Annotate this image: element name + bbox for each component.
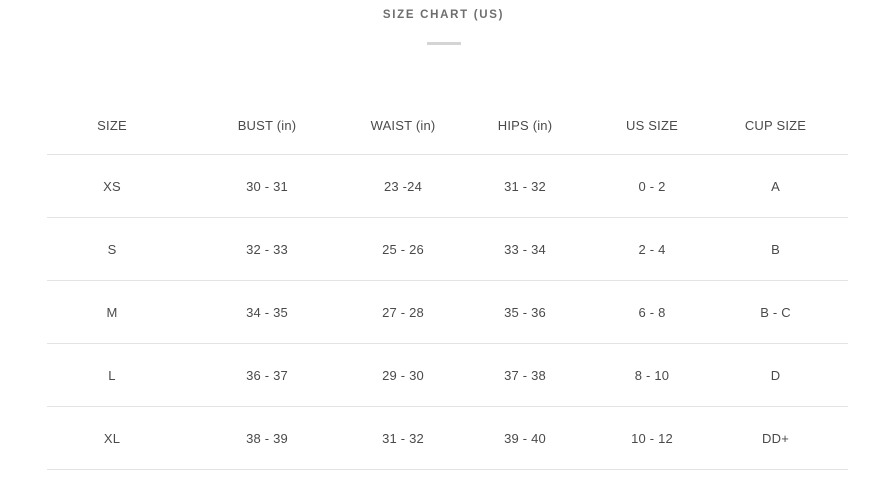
cell-us-size: 10 - 12 [601, 406, 703, 470]
title-divider [426, 42, 461, 45]
cell-hips: 31 - 32 [449, 154, 601, 218]
title-divider-wrap [0, 22, 887, 60]
cell-cup-size: DD+ [703, 406, 848, 470]
cell-us-size: 8 - 10 [601, 343, 703, 407]
column-header-waist: WAIST (in) [370, 117, 436, 133]
size-chart-table-wrap: SIZE BUST (in) WAIST (in) HIPS (in) US S… [47, 96, 848, 470]
cell-waist: 23 -24 [357, 154, 449, 218]
cell-bust: 30 - 31 [177, 154, 357, 218]
cell-waist: 31 - 32 [357, 406, 449, 470]
cell-waist: 25 - 26 [357, 217, 449, 281]
cell-size: XS [47, 154, 177, 218]
table-header-row: SIZE BUST (in) WAIST (in) HIPS (in) US S… [47, 96, 848, 155]
size-chart-table: SIZE BUST (in) WAIST (in) HIPS (in) US S… [47, 96, 848, 470]
cell-bust: 34 - 35 [177, 280, 357, 344]
cell-us-size: 6 - 8 [601, 280, 703, 344]
table-row: XS 30 - 31 23 -24 31 - 32 0 - 2 A [47, 154, 848, 218]
table-body: XS 30 - 31 23 -24 31 - 32 0 - 2 A S 32 -… [47, 154, 848, 470]
table-row: L 36 - 37 29 - 30 37 - 38 8 - 10 D [47, 343, 848, 407]
cell-size: XL [47, 406, 177, 470]
column-header-size: SIZE [97, 117, 127, 133]
cell-cup-size: A [703, 154, 848, 218]
column-header-bust: BUST (in) [237, 117, 297, 133]
cell-hips: 35 - 36 [449, 280, 601, 344]
column-header-hips: HIPS (in) [497, 117, 553, 133]
page-title: SIZE CHART (US) [382, 9, 505, 21]
cell-cup-size: B - C [703, 280, 848, 344]
page-header: SIZE CHART (US) [0, 0, 887, 60]
cell-cup-size: B [703, 217, 848, 281]
cell-us-size: 2 - 4 [601, 217, 703, 281]
column-header-cup-size: CUP SIZE [744, 117, 807, 133]
cell-hips: 37 - 38 [449, 343, 601, 407]
table-row: XL 38 - 39 31 - 32 39 - 40 10 - 12 DD+ [47, 406, 848, 470]
cell-bust: 32 - 33 [177, 217, 357, 281]
table-row: S 32 - 33 25 - 26 33 - 34 2 - 4 B [47, 217, 848, 281]
cell-size: S [47, 217, 177, 281]
cell-us-size: 0 - 2 [601, 154, 703, 218]
cell-cup-size: D [703, 343, 848, 407]
cell-bust: 36 - 37 [177, 343, 357, 407]
cell-size: L [47, 343, 177, 407]
cell-hips: 33 - 34 [449, 217, 601, 281]
cell-hips: 39 - 40 [449, 406, 601, 470]
table-header: SIZE BUST (in) WAIST (in) HIPS (in) US S… [47, 96, 848, 155]
table-row: M 34 - 35 27 - 28 35 - 36 6 - 8 B - C [47, 280, 848, 344]
cell-waist: 29 - 30 [357, 343, 449, 407]
cell-bust: 38 - 39 [177, 406, 357, 470]
cell-waist: 27 - 28 [357, 280, 449, 344]
cell-size: M [47, 280, 177, 344]
column-header-us-size: US SIZE [626, 117, 678, 133]
